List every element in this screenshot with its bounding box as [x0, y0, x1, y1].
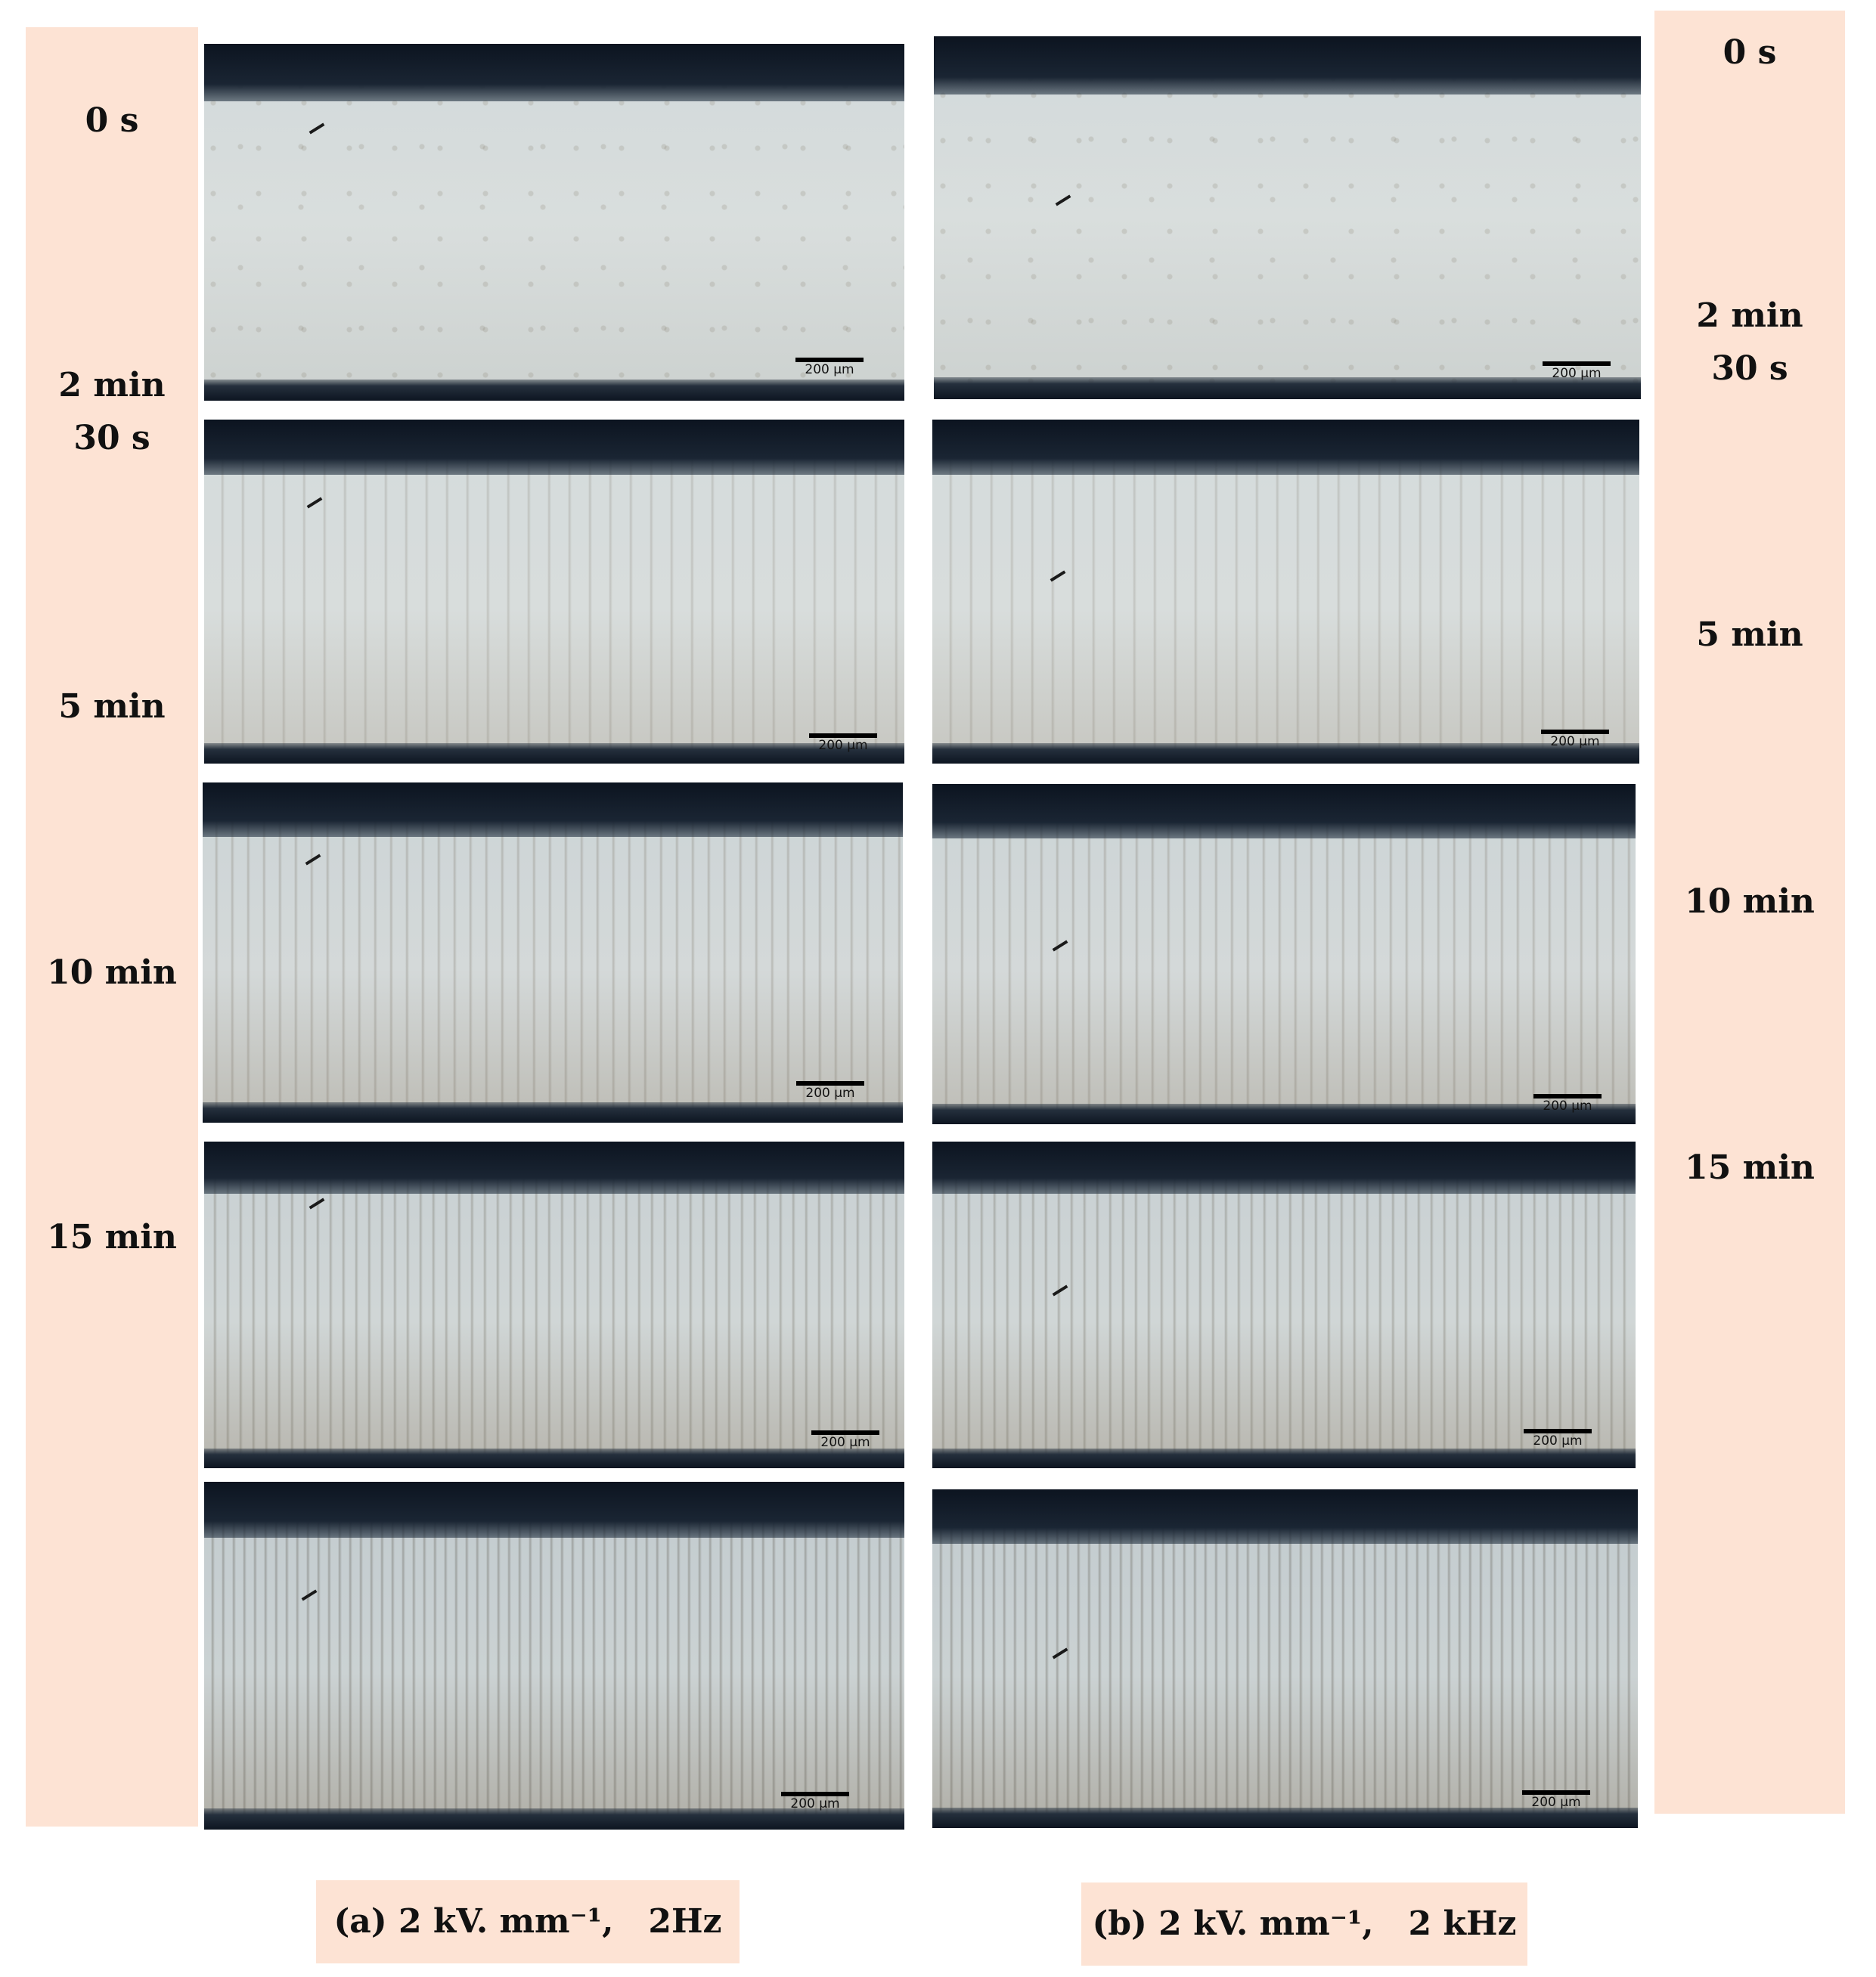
- scale-bar: 200 µm: [809, 733, 877, 753]
- scale-bar: 200 µm: [796, 1081, 864, 1101]
- bottom-electrode: [932, 1808, 1638, 1828]
- reference-marker: [306, 497, 323, 509]
- scale-bar: 200 µm: [1543, 361, 1611, 381]
- scale-bar: 200 µm: [1524, 1429, 1592, 1449]
- bottom-electrode: [203, 1102, 903, 1123]
- micrograph-b-5min: 200 µm: [932, 784, 1636, 1124]
- reference-marker: [1052, 940, 1068, 952]
- left-time-band: [26, 27, 198, 1827]
- right-time-label-2: 5 min: [1696, 615, 1803, 654]
- reference-marker: [1055, 194, 1071, 206]
- micrograph-a-0s: 200 µm: [204, 44, 904, 401]
- left-time-label-0: 0 s: [85, 101, 139, 140]
- left-time-label-3: 10 min: [47, 953, 177, 992]
- scale-bar: 200 µm: [811, 1430, 879, 1450]
- reference-marker: [1052, 1647, 1068, 1659]
- reference-marker: [1052, 1284, 1068, 1297]
- reference-marker: [309, 1198, 325, 1210]
- caption-a: (a) 2 kV. mm⁻¹, 2Hz: [316, 1880, 740, 1963]
- reference-marker: [309, 122, 325, 135]
- top-electrode: [932, 784, 1636, 838]
- micrograph-a-10min: 200 µm: [204, 1142, 904, 1468]
- top-electrode: [204, 44, 904, 101]
- scale-bar: 200 µm: [1522, 1790, 1590, 1810]
- scale-bar: 200 µm: [781, 1792, 849, 1811]
- bottom-electrode: [204, 1449, 904, 1468]
- left-time-label-2: 5 min: [58, 687, 166, 726]
- top-electrode: [204, 1482, 904, 1538]
- micrograph-b-10min: 200 µm: [932, 1142, 1636, 1468]
- reference-marker: [301, 1589, 318, 1601]
- bottom-electrode: [204, 379, 904, 401]
- micrograph-b-15min: 200 µm: [932, 1489, 1638, 1828]
- micrograph-b-0s: 200 µm: [934, 36, 1641, 399]
- right-time-label-4: 15 min: [1685, 1148, 1815, 1187]
- bottom-electrode: [204, 1808, 904, 1830]
- caption-b: (b) 2 kV. mm⁻¹, 2 kHz: [1081, 1882, 1527, 1966]
- top-electrode: [932, 1489, 1638, 1544]
- right-time-band: [1654, 11, 1845, 1814]
- bottom-electrode: [932, 1449, 1636, 1468]
- bottom-electrode: [932, 1104, 1636, 1124]
- top-electrode: [932, 420, 1639, 475]
- top-electrode: [204, 1142, 904, 1195]
- bottom-electrode: [932, 742, 1639, 764]
- micrograph-a-15min: 200 µm: [204, 1482, 904, 1830]
- top-electrode: [934, 36, 1641, 95]
- scale-bar: 200 µm: [795, 358, 864, 377]
- micrograph-a-2min30s: 200 µm: [204, 420, 904, 764]
- top-electrode: [204, 420, 904, 475]
- bottom-electrode: [934, 377, 1641, 399]
- reference-marker: [1050, 570, 1066, 582]
- left-time-label-1: 2 min 30 s: [58, 366, 166, 457]
- scale-bar: 200 µm: [1533, 1094, 1602, 1114]
- right-time-label-1: 2 min 30 s: [1696, 296, 1803, 388]
- right-time-label-0: 0 s: [1723, 33, 1777, 72]
- right-time-label-3: 10 min: [1685, 882, 1815, 921]
- bottom-electrode: [204, 742, 904, 764]
- micrograph-b-2min30s: 200 µm: [932, 420, 1639, 764]
- left-time-label-4: 15 min: [47, 1218, 177, 1257]
- reference-marker: [305, 854, 321, 866]
- top-electrode: [932, 1142, 1636, 1195]
- scale-bar: 200 µm: [1541, 730, 1609, 749]
- micrograph-a-5min: 200 µm: [203, 782, 903, 1123]
- top-electrode: [203, 782, 903, 837]
